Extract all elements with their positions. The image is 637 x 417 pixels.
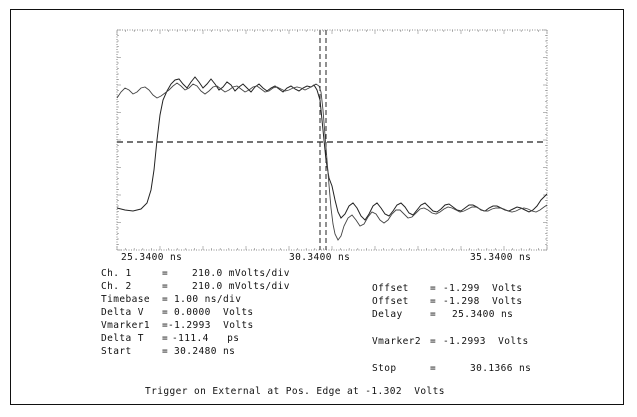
readout-eq: = bbox=[162, 281, 169, 292]
readout-eq: = bbox=[162, 333, 169, 344]
channel-1-trace bbox=[116, 76, 548, 221]
readout-value: -1.2993 Volts bbox=[168, 320, 254, 331]
stop-value: 30.1366 ns bbox=[470, 363, 532, 374]
channel-2-trace bbox=[116, 82, 548, 241]
trigger-description: Trigger on External at Pos. Edge at -1.3… bbox=[145, 386, 445, 397]
offset-2-name: Offset bbox=[372, 296, 409, 307]
graticule-ticks bbox=[116, 29, 548, 251]
readout-value: -111.4 ps bbox=[172, 333, 240, 344]
offset-1-eq: = bbox=[430, 283, 437, 294]
time-label-right: 35.3400 ns bbox=[470, 252, 532, 263]
readout-name: Ch. 2 bbox=[101, 281, 132, 292]
vmarker2-eq: = bbox=[430, 336, 437, 347]
offset-1-value: -1.299 Volts bbox=[443, 283, 523, 294]
delay-value: 25.3400 ns bbox=[452, 309, 514, 320]
readout-name: Ch. 1 bbox=[101, 268, 132, 279]
readout-name: Delta T bbox=[101, 333, 144, 344]
time-label-center: 30.3400 ns bbox=[289, 252, 351, 263]
readout-value: 210.0 mVolts/div bbox=[192, 281, 290, 292]
readout-value: 210.0 mVolts/div bbox=[192, 268, 290, 279]
readout-name: Timebase bbox=[101, 294, 150, 305]
delay-eq: = bbox=[430, 309, 437, 320]
readout-eq: = bbox=[162, 307, 169, 318]
readout-value: 1.00 ns/div bbox=[174, 294, 242, 305]
offset-1-name: Offset bbox=[372, 283, 409, 294]
readout-eq: = bbox=[162, 346, 169, 357]
readout-eq: = bbox=[162, 268, 169, 279]
scope-printout-frame bbox=[10, 9, 624, 405]
vmarker2-name: Vmarker2 bbox=[372, 336, 421, 347]
readout-name: Delta V bbox=[101, 307, 144, 318]
readout-eq: = bbox=[162, 294, 169, 305]
readout-value: 30.2480 ns bbox=[174, 346, 236, 357]
offset-2-eq: = bbox=[430, 296, 437, 307]
offset-2-value: -1.298 Volts bbox=[443, 296, 523, 307]
stop-eq: = bbox=[430, 363, 437, 374]
time-label-left: 25.3400 ns bbox=[121, 252, 183, 263]
readout-value: 0.0000 Volts bbox=[174, 307, 254, 318]
readout-name: Start bbox=[101, 346, 132, 357]
readout-name: Vmarker1 bbox=[101, 320, 150, 331]
vmarker2-value: -1.2993 Volts bbox=[443, 336, 529, 347]
stop-name: Stop bbox=[372, 363, 397, 374]
readout-eq: = bbox=[162, 320, 169, 331]
delay-name: Delay bbox=[372, 309, 403, 320]
